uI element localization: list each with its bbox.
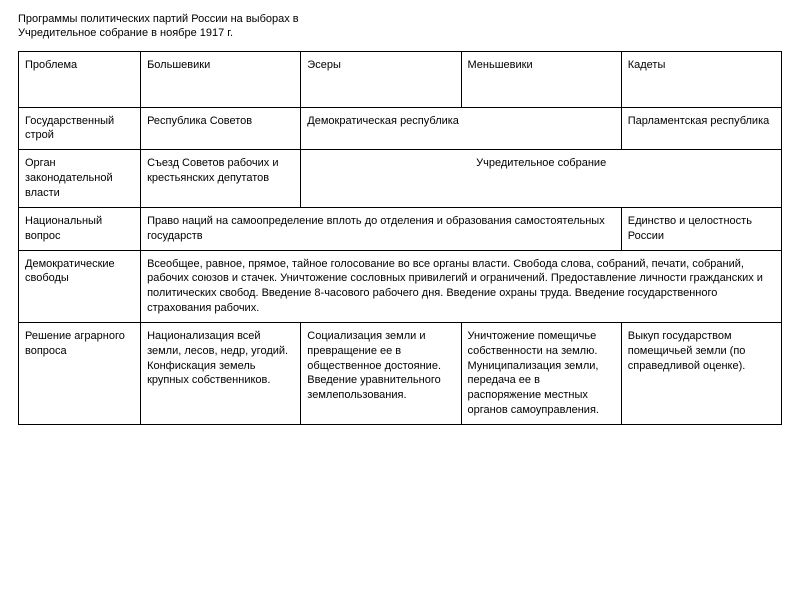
row-label: Демократические свободы: [19, 250, 141, 322]
table-row: Решение аграрного вопроса Национализация…: [19, 322, 782, 424]
header-mensheviks: Меньшевики: [461, 51, 621, 107]
table-row: Демократические свободы Всеобщее, равное…: [19, 250, 782, 322]
cell-merged: Демократическая республика: [301, 107, 621, 150]
row-label: Решение аграрного вопроса: [19, 322, 141, 424]
table-header-row: Проблема Большевики Эсеры Меньшевики Кад…: [19, 51, 782, 107]
cell-merged: Учредительное собрание: [301, 150, 782, 208]
cell: Уничтожение помещичье собственности на з…: [461, 322, 621, 424]
cell: Национализация всей земли, лесов, недр, …: [141, 322, 301, 424]
cell: Социализация земли и превращение ее в об…: [301, 322, 461, 424]
row-label: Национальный вопрос: [19, 207, 141, 250]
table-row: Национальный вопрос Право наций на самоо…: [19, 207, 782, 250]
row-label: Орган законодательной власти: [19, 150, 141, 208]
header-esers: Эсеры: [301, 51, 461, 107]
cell: Республика Советов: [141, 107, 301, 150]
header-kadets: Кадеты: [621, 51, 781, 107]
table-row: Орган законодательной власти Съезд Совет…: [19, 150, 782, 208]
cell: Парламентская республика: [621, 107, 781, 150]
cell: Единство и целостность России: [621, 207, 781, 250]
page-title: Программы политических партий России на …: [18, 12, 782, 41]
header-bolsheviks: Большевики: [141, 51, 301, 107]
cell-merged: Всеобщее, равное, прямое, тайное голосов…: [141, 250, 782, 322]
row-label: Государственный строй: [19, 107, 141, 150]
cell-merged: Право наций на самоопределение вплоть до…: [141, 207, 622, 250]
cell: Выкуп государством помещичьей земли (по …: [621, 322, 781, 424]
header-problem: Проблема: [19, 51, 141, 107]
title-line-2: Учредительное собрание в ноябре 1917 г.: [18, 26, 782, 40]
parties-table: Проблема Большевики Эсеры Меньшевики Кад…: [18, 51, 782, 425]
title-line-1: Программы политических партий России на …: [18, 12, 782, 26]
table-row: Государственный строй Республика Советов…: [19, 107, 782, 150]
cell: Съезд Советов рабочих и крестьянских деп…: [141, 150, 301, 208]
